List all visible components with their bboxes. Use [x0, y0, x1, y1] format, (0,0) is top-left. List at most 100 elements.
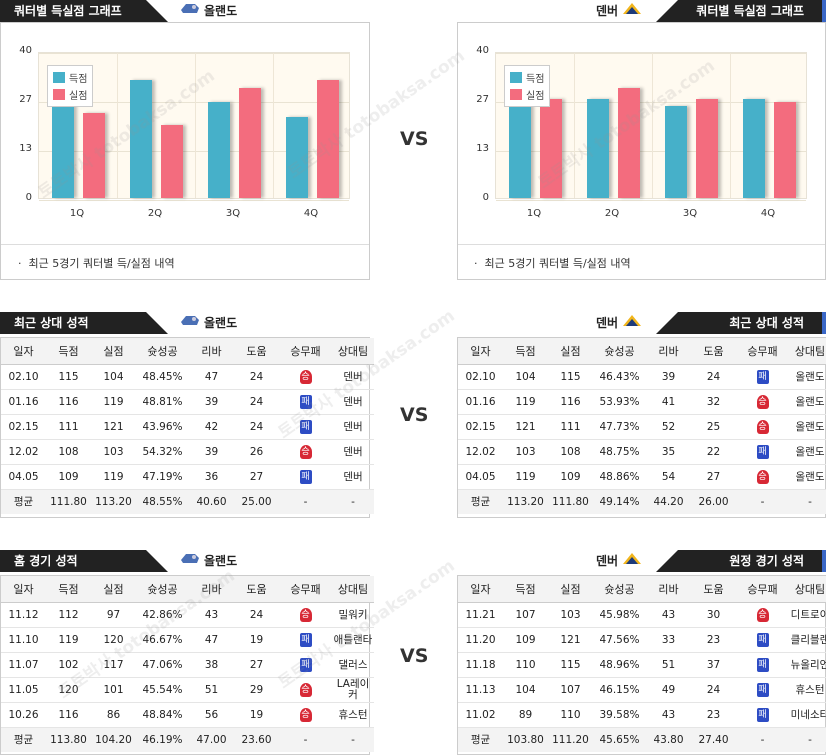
stat-cell: 119	[91, 389, 136, 415]
stat-cell: 115	[548, 652, 593, 678]
stat-cell: 39	[646, 364, 691, 390]
graph-header-away: 쿼터별 득실점 그래프	[656, 0, 822, 22]
date-cell: 12.02	[1, 439, 46, 465]
gridline	[39, 102, 349, 103]
result-cell: 패	[279, 627, 332, 653]
gridline	[496, 200, 806, 201]
column-header: 상대팀	[332, 338, 374, 365]
table-row: 12.02 103 108 48.75% 35 22 패 올랜도	[458, 439, 826, 465]
team-name: 올랜도	[204, 554, 238, 568]
result-cell: 승	[279, 364, 332, 390]
gridline	[496, 151, 806, 152]
stat-cell: 53.93%	[593, 389, 646, 415]
stat-cell: 33	[646, 627, 691, 653]
stat-cell: 89	[503, 702, 548, 728]
bar-score	[587, 98, 609, 198]
vs-label: VS	[400, 645, 429, 667]
vs-label: VS	[400, 128, 429, 150]
stat-cell: 121	[548, 627, 593, 653]
opponent-cell: 올랜도	[789, 439, 826, 465]
orlando-logo-icon	[180, 0, 200, 22]
team-label-away-graph: 덴버	[596, 0, 642, 22]
stat-cell: 104	[91, 364, 136, 390]
chart-note-home: · 최근 5경기 쿼터별 득/실점 내역	[18, 257, 175, 270]
table-row: 04.05 119 109 48.86% 54 27 승 올랜도	[458, 464, 826, 490]
opponent-cell: 올랜도	[789, 389, 826, 415]
bar-score	[743, 98, 765, 198]
opponent-cell: 미네소타	[789, 702, 826, 728]
stat-cell: 47.56%	[593, 627, 646, 653]
column-header: 승무패	[279, 576, 332, 603]
team-label-home-recent: 올랜도	[180, 312, 237, 334]
stat-cell: 86	[91, 702, 136, 728]
loss-badge: 패	[756, 657, 769, 672]
result-cell: 패	[736, 364, 789, 390]
home-games-header: 홈 경기 성적	[0, 550, 168, 572]
legend-label: 실점	[526, 91, 545, 102]
average-cell: 40.60	[189, 489, 234, 514]
column-header: 일자	[1, 576, 46, 603]
stat-cell: 102	[46, 652, 91, 678]
stat-cell: 43	[646, 702, 691, 728]
stat-cell: 104	[503, 677, 548, 703]
stats-table: 일자 득점 실점 슛성공 리바 도움 승무패 상대팀 02.10 115 104 48.45% 47 24…	[1, 338, 374, 514]
legend-item: 득점	[53, 69, 87, 86]
opponent-cell: 덴버	[332, 364, 374, 390]
legend-label: 득점	[526, 74, 545, 85]
win-badge: 승	[299, 444, 312, 459]
vs-label: VS	[400, 404, 429, 426]
stats-table: 일자 득점 실점 슛성공 리바 도움 승무패 상대팀 11.12 112 97 42.86% 43 24 승…	[1, 576, 374, 752]
average-cell: 104.20	[91, 727, 136, 752]
average-cell: 27.40	[691, 727, 736, 752]
column-header: 일자	[458, 576, 503, 603]
column-header: 득점	[46, 338, 91, 365]
table-row: 02.15 121 111 47.73% 52 25 승 올랜도	[458, 414, 826, 440]
x-tick-label: 2Q	[604, 208, 620, 219]
average-cell: 25.00	[234, 489, 279, 514]
x-tick-label: 3Q	[682, 208, 698, 219]
table-row: 02.10 115 104 48.45% 47 24 승 덴버	[1, 364, 374, 390]
opponent-cell: 디트로이	[789, 602, 826, 628]
opponent-cell: 올랜도	[789, 464, 826, 490]
stat-cell: 24	[234, 364, 279, 390]
y-tick-label: 13	[476, 143, 489, 154]
stat-cell: 119	[503, 389, 548, 415]
team-label-home-games: 올랜도	[180, 550, 237, 572]
gridline-vertical	[195, 53, 196, 198]
team-label-away-games: 덴버	[596, 550, 642, 572]
chart-legend: 득점 실점	[47, 65, 94, 107]
table-row: 11.13 104 107 46.15% 49 24 패 휴스턴	[458, 677, 826, 703]
legend-item: 실점	[510, 86, 544, 103]
table-row: 11.12 112 97 42.86% 43 24 승 밀워키	[1, 602, 374, 628]
result-cell: 패	[279, 414, 332, 440]
column-header: 실점	[91, 338, 136, 365]
stat-cell: 48.86%	[593, 464, 646, 490]
bar-concede	[83, 113, 105, 198]
bar-score	[208, 102, 230, 198]
result-cell: 패	[736, 702, 789, 728]
accent-stripe	[822, 0, 826, 22]
column-header: 상대팀	[332, 576, 374, 603]
loss-badge: 패	[299, 657, 312, 672]
loss-badge: 패	[756, 369, 769, 384]
stat-cell: 42	[189, 414, 234, 440]
table-row: 11.20 109 121 47.56% 33 23 패 클리블랜	[458, 627, 826, 653]
average-cell: 111.20	[548, 727, 593, 752]
average-cell: 47.00	[189, 727, 234, 752]
bar-score	[52, 98, 74, 198]
chart-note-divider	[1, 244, 369, 245]
bar-score	[665, 106, 687, 198]
x-tick-label: 4Q	[303, 208, 319, 219]
stat-cell: 30	[691, 602, 736, 628]
gridline	[39, 200, 349, 201]
stat-cell: 47	[189, 627, 234, 653]
opponent-cell: 올랜도	[789, 414, 826, 440]
stat-cell: 51	[189, 677, 234, 703]
win-badge: 승	[299, 369, 312, 384]
stat-cell: 111	[46, 414, 91, 440]
stat-cell: 109	[46, 464, 91, 490]
date-cell: 01.16	[1, 389, 46, 415]
stat-cell: 43	[189, 602, 234, 628]
date-cell: 11.20	[458, 627, 503, 653]
column-header: 도움	[234, 576, 279, 603]
